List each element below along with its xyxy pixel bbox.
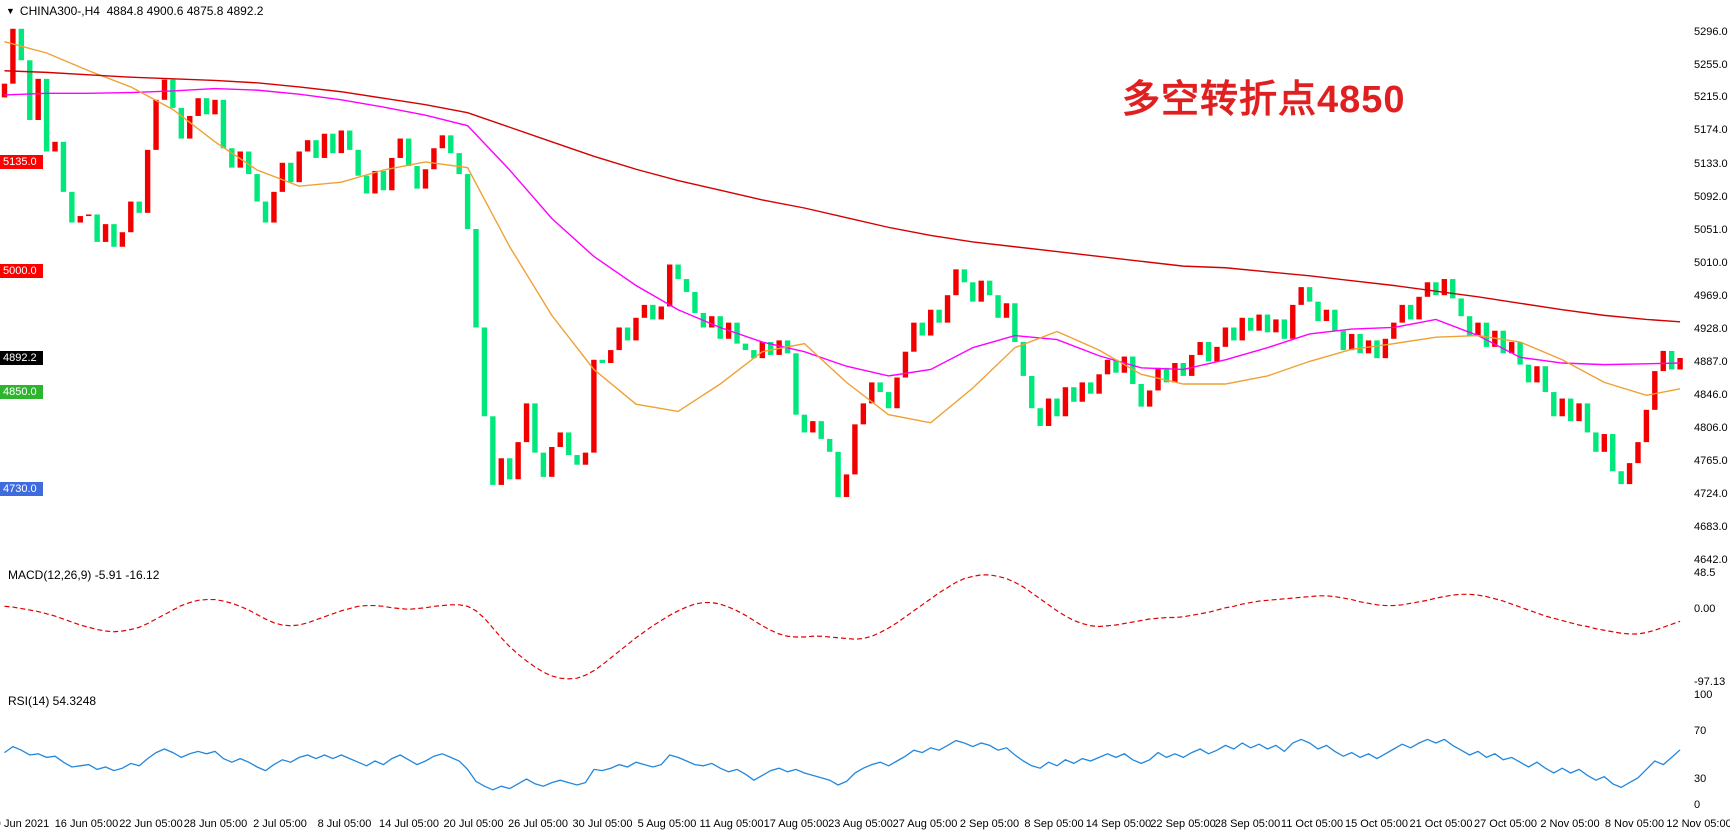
symbol-title: CHINA300-,H4 — [19, 4, 100, 18]
symbol-header: ▼ CHINA300-,H4 4884.8 4900.6 4875.8 4892.… — [6, 4, 263, 18]
rsi-indicator-label: RSI(14) 54.3248 — [8, 694, 97, 708]
macd-indicator-label: MACD(12,26,9) -5.91 -16.12 — [8, 568, 160, 582]
quote-high: 4900.6 — [146, 4, 184, 18]
quote-open: 4884.8 — [106, 4, 144, 18]
quote-low: 4875.8 — [186, 4, 224, 18]
quote-close: 4892.2 — [226, 4, 264, 18]
symbol-dropdown-icon[interactable]: ▼ — [6, 6, 15, 16]
annotation-text: 多空转折点4850 — [1122, 79, 1406, 121]
